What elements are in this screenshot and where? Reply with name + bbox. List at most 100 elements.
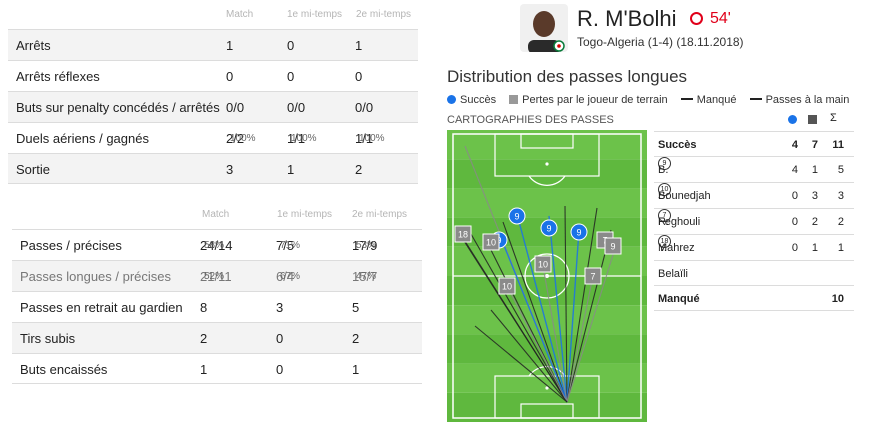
stat-value: 6/4 [276, 269, 295, 284]
col-header-second-half: 2e mi-temps [352, 209, 408, 220]
marker-number: 18 [458, 230, 468, 240]
pass-line [566, 241, 618, 403]
stat-row-sorties: Sortie 3 1 2 [8, 153, 418, 184]
shirt-number-badge: 7 [658, 209, 671, 222]
stat-label: Sortie [16, 162, 50, 177]
missed-value: 10 [831, 293, 844, 305]
stat-row-reflex-saves: Arrêts réflexes 0 0 0 [8, 60, 418, 91]
lost-marker[interactable]: 9 [604, 237, 622, 255]
stat-row-goals-conceded: Buts encaissés 1 0 1 [12, 353, 422, 384]
stat-percent: 52% [204, 271, 225, 282]
stat-label: Arrêts réflexes [16, 69, 100, 84]
pass-line [566, 207, 598, 403]
missed-line-icon [680, 98, 693, 100]
pass-line [490, 309, 568, 403]
lost-marker[interactable]: 10 [482, 233, 500, 251]
stat-value: 2 [200, 331, 208, 346]
recipient-row[interactable]: 10 S. Feghouli 0 3 3 [654, 183, 854, 228]
stat-percent: 47% [356, 271, 377, 282]
pass-line [566, 229, 580, 403]
stat-row-long-passes[interactable]: Passes longues / précises 21/11 52% 6/4 67… [12, 260, 422, 291]
lost-marker[interactable]: 10 [498, 277, 516, 295]
pass-line [548, 215, 568, 403]
stat-percent: 100% [291, 133, 317, 144]
stat-value: 2/2 [226, 131, 245, 146]
stat-value: 0 [276, 331, 284, 346]
marker-number: 7 [590, 272, 595, 282]
stat-value: 2 [352, 331, 360, 346]
substitution-icon [690, 12, 703, 25]
recipient-value: 1 [811, 242, 818, 254]
pass-line [516, 213, 568, 403]
recipient-row[interactable]: 9 B. Bounedjah 4 1 5 [654, 157, 854, 202]
stat-label: Passes en retrait au gardien [20, 300, 183, 315]
col-header-first-half: 1e mi-temps [287, 9, 343, 20]
pass-line [506, 285, 568, 403]
pass-line [502, 221, 568, 403]
success-dot-icon [788, 115, 797, 124]
marker-number: 9 [576, 228, 581, 238]
recipient-row[interactable]: 18 Y. Belaïli 0 1 1 [654, 235, 854, 280]
col-header-second-half: 2e mi-temps [356, 9, 412, 20]
stat-value: 0 [287, 38, 295, 53]
stat-value: 1/1 [287, 131, 306, 146]
recipient-name: B. Bounedjah [658, 164, 711, 202]
shirt-number-badge: 9 [658, 157, 671, 170]
success-marker[interactable]: 9 [570, 223, 588, 241]
stat-percent: 100% [359, 133, 385, 144]
recipient-value: 1 [837, 242, 844, 254]
stat-value: 3 [226, 162, 234, 177]
stat-percent: 71% [280, 240, 301, 251]
stat-value: 0 [276, 362, 284, 377]
col-header-match: Match [202, 209, 230, 220]
lost-marker[interactable]: 7 [584, 267, 602, 285]
stat-label: Duels aériens / gagnés [16, 131, 149, 146]
stat-row-shots-against: Tirs subis 2 0 2 [12, 322, 422, 353]
lost-marker[interactable]: 10 [534, 255, 552, 273]
recipient-row[interactable]: 7 R. Mahrez 0 2 2 [654, 209, 854, 254]
stat-label: Buts sur penalty concédés / arrêtés [16, 100, 220, 115]
pass-line [566, 275, 594, 403]
sigma-header: Σ [830, 112, 837, 124]
stat-value: 0 [287, 69, 295, 84]
success-marker[interactable]: 9 [540, 219, 558, 237]
shirt-number-badge: 10 [658, 183, 671, 196]
success-marker[interactable]: 9 [508, 207, 526, 225]
pass-line [470, 233, 568, 403]
recipient-value: 2 [837, 216, 844, 228]
success-value: 11 [832, 139, 844, 151]
pass-line [500, 237, 568, 403]
stat-row-backpasses: Passes en retrait au gardien 8 3 5 [12, 291, 422, 322]
lost-square-icon [808, 115, 817, 124]
stat-row-saves: Arrêts 1 0 1 [8, 29, 418, 60]
stat-value: 1 [226, 38, 234, 53]
success-dot-icon [447, 95, 456, 104]
map-title: CARTOGRAPHIES DES PASSES [447, 114, 614, 126]
stat-value: 17/9 [352, 238, 378, 253]
success-value: 4 [791, 139, 798, 151]
pass-line [542, 265, 568, 403]
recipients-missed-row: Manqué 10 [654, 285, 854, 311]
legend-missed: Manqué [696, 94, 737, 106]
hand-dash-icon [749, 98, 762, 100]
legend-lost: Pertes par le joueur de terrain [522, 94, 668, 106]
recipient-name: Y. Belaïli [658, 242, 688, 280]
lost-marker[interactable]: 18 [454, 225, 472, 243]
missed-label: Manqué [658, 293, 700, 305]
recipient-value: 4 [791, 164, 798, 176]
recipient-value: 2 [811, 216, 818, 228]
stat-value: 1 [200, 362, 208, 377]
stat-value: 5 [352, 300, 360, 315]
stat-value: 2 [355, 162, 363, 177]
stat-value: 0/0 [355, 100, 374, 115]
stat-value: 1 [287, 162, 295, 177]
marker-number: 9 [610, 242, 615, 252]
pass-line [566, 229, 612, 403]
recipient-value: 0 [791, 190, 798, 202]
marker-number: 9 [514, 212, 519, 222]
stat-label: Passes longues / précises [20, 269, 172, 284]
recipient-value: 0 [791, 216, 798, 228]
stat-value: 1/1 [355, 131, 374, 146]
match-info[interactable]: Togo-Algeria (1-4) (18.11.2018) [577, 35, 744, 49]
marker-number: 10 [486, 238, 496, 248]
